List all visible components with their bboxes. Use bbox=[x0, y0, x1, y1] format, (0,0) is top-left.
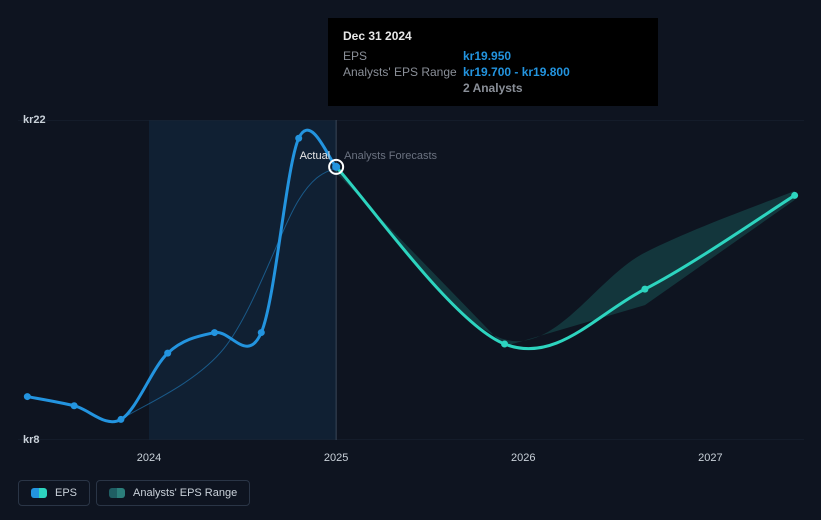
x-axis-label-2025: 2025 bbox=[324, 452, 348, 464]
tooltip-eps-label: EPS bbox=[343, 49, 463, 63]
section-label-actual: Actual bbox=[300, 150, 331, 162]
legend-item-range[interactable]: Analysts' EPS Range bbox=[96, 480, 250, 506]
chart-legend: EPS Analysts' EPS Range bbox=[18, 480, 250, 506]
x-axis-label-2027: 2027 bbox=[698, 452, 722, 464]
legend-label-range: Analysts' EPS Range bbox=[133, 487, 237, 499]
legend-swatch-range bbox=[109, 488, 125, 498]
y-axis-label-bot: kr8 bbox=[23, 434, 40, 446]
eps-chart[interactable]: kr22 kr8 2024 2025 2026 2027 Actual Anal… bbox=[18, 120, 804, 440]
section-label-forecast: Analysts Forecasts bbox=[344, 150, 437, 162]
tooltip-range-value: kr19.700 - kr19.800 bbox=[463, 65, 570, 79]
tooltip-range-label: Analysts' EPS Range bbox=[343, 65, 463, 79]
tooltip-analyst-count: 2 Analysts bbox=[463, 81, 643, 95]
chart-tooltip: Dec 31 2024 EPS kr19.950 Analysts' EPS R… bbox=[328, 18, 658, 106]
legend-swatch-eps bbox=[31, 488, 47, 498]
chart-svg bbox=[18, 120, 804, 440]
tooltip-date: Dec 31 2024 bbox=[343, 29, 643, 43]
y-axis-label-top: kr22 bbox=[23, 114, 46, 126]
tooltip-eps-value: kr19.950 bbox=[463, 49, 511, 63]
x-axis-label-2024: 2024 bbox=[137, 452, 161, 464]
legend-label-eps: EPS bbox=[55, 487, 77, 499]
legend-item-eps[interactable]: EPS bbox=[18, 480, 90, 506]
x-axis-label-2026: 2026 bbox=[511, 452, 535, 464]
